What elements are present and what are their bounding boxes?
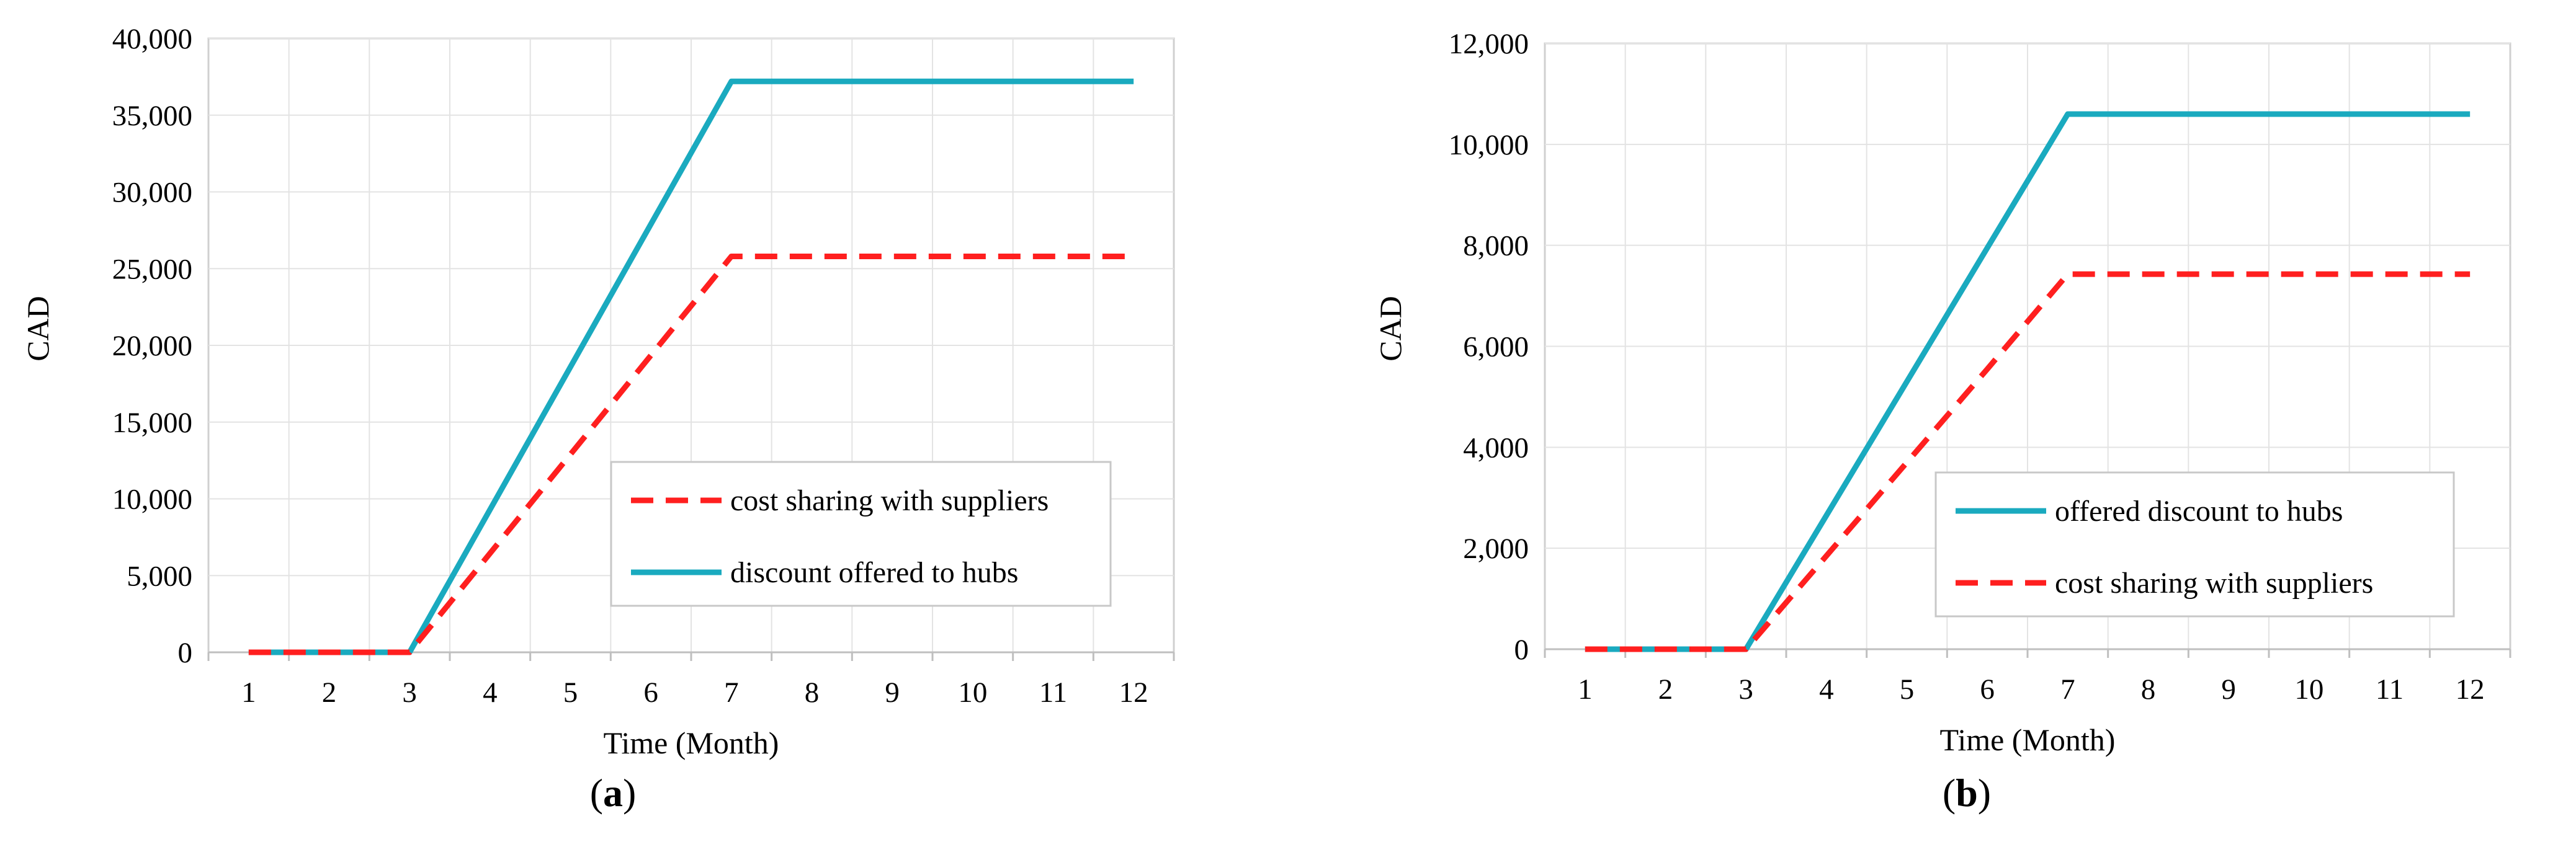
x-tick-label: 6	[643, 676, 658, 709]
y-tick-label: 30,000	[112, 177, 192, 209]
y-tick-label: 25,000	[112, 253, 192, 285]
x-axis-label: Time (Month)	[604, 725, 779, 760]
x-tick-label: 3	[1738, 673, 1753, 706]
x-tick-label: 11	[2376, 673, 2404, 706]
x-tick-label: 2	[1658, 673, 1673, 706]
legend-label: cost sharing with suppliers	[2055, 567, 2373, 600]
x-tick-label: 7	[724, 676, 739, 709]
legend: offered discount to hubs cost sharing wit…	[1934, 471, 2455, 618]
x-tick-label: 5	[563, 676, 578, 709]
x-tick-label: 4	[483, 676, 498, 709]
y-tick-label: 20,000	[112, 330, 192, 362]
legend-box	[1934, 471, 2455, 618]
legend-label: discount offered to hubs	[730, 556, 1018, 589]
x-tick-label: 10	[958, 676, 987, 709]
x-tick-label: 5	[1900, 673, 1915, 706]
y-tick-label: 6,000	[1463, 331, 1529, 363]
x-tick-label: 8	[2141, 673, 2156, 706]
x-axis-label: Time (Month)	[1940, 722, 2116, 757]
y-tick-label: 5,000	[127, 560, 192, 592]
series-line-cost-sharing-with-suppliers	[248, 253, 1134, 655]
x-tick-label: 7	[2060, 673, 2075, 706]
x-tick-label: 9	[885, 676, 900, 709]
x-tick-label: 1	[241, 676, 256, 709]
x-tick-label: 1	[1578, 673, 1593, 706]
chart-caption: (a)	[590, 771, 637, 815]
x-tick-label: 9	[2221, 673, 2236, 706]
x-tick-label: 6	[1980, 673, 1995, 706]
y-tick-label: 12,000	[1449, 28, 1529, 60]
y-tick-label: 2,000	[1463, 533, 1529, 565]
legend-box	[610, 461, 1112, 607]
chart-a: 0 5,000 10,000 15,000 20,000 25,000 30,000 35,0…	[20, 23, 1175, 815]
series-line-cost-sharing-with-suppliers	[1585, 271, 2471, 652]
y-axis-label: CAD	[1373, 296, 1408, 361]
legend-label: cost sharing with suppliers	[730, 484, 1049, 517]
x-tick-label: 4	[1819, 673, 1834, 706]
y-tick-label: 15,000	[112, 407, 192, 439]
x-tick-label: 8	[805, 676, 820, 709]
y-tick-label: 0	[178, 637, 193, 669]
legend-label: offered discount to hubs	[2055, 495, 2343, 528]
legend: cost sharing with suppliers discount offe…	[610, 461, 1112, 607]
x-tick-label: 2	[322, 676, 337, 709]
y-axis-label: CAD	[20, 296, 55, 361]
y-tick-label: 8,000	[1463, 230, 1529, 262]
x-tick-label: 10	[2294, 673, 2323, 706]
y-tick-label: 10,000	[112, 484, 192, 516]
y-tick-label: 10,000	[1449, 129, 1529, 161]
y-tick-label: 40,000	[112, 23, 192, 55]
x-tick-label: 11	[1039, 676, 1067, 709]
y-tick-label: 35,000	[112, 100, 192, 132]
x-tick-label: 12	[1119, 676, 1148, 709]
y-tick-label: 4,000	[1463, 432, 1529, 464]
x-tick-label: 3	[402, 676, 417, 709]
y-tick-label: 0	[1514, 634, 1529, 666]
chart-caption: (b)	[1943, 771, 1991, 815]
x-tick-label: 12	[2456, 673, 2485, 706]
